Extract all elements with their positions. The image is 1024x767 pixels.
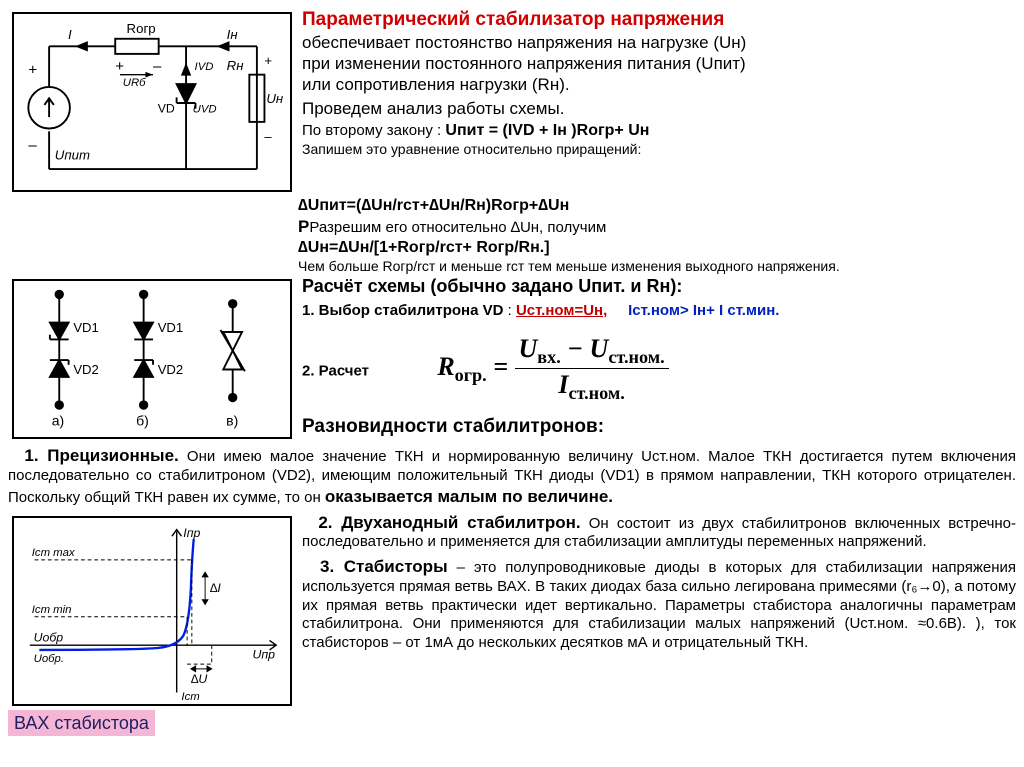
lbl-Un: Uн xyxy=(266,91,284,106)
lbl-I: I xyxy=(68,27,72,42)
lbl-In: Iн xyxy=(227,27,239,42)
lbl-vd2a: VD2 xyxy=(73,362,99,377)
f-num-bsub: ст.ном. xyxy=(608,347,664,367)
step1-b: Iст.ном> Iн+ I ст.мин. xyxy=(628,302,779,319)
step2: 2. Расчет xyxy=(302,362,369,379)
figure-bax: Iпр Iст max Iст min ∆I ∆U Uобр Uобр. Uпр… xyxy=(12,516,292,706)
eq1: Uпит = (IVD + Iн )Rогр+ Uн xyxy=(445,122,649,139)
lbl-vd1b: VD1 xyxy=(158,320,184,335)
circuit-svg: I Rогр Iн IVD Rн + – URб VD UVD Uн + – +… xyxy=(18,18,288,188)
variants-svg: VD1 VD2 VD1 VD2 а) б) в) xyxy=(18,285,288,435)
calc-hdr: Расчёт схемы (обычно задано Uпит. и Rн): xyxy=(302,275,1016,298)
g-Ist: Iст xyxy=(181,691,199,702)
figure-variants: VD1 VD2 VD1 VD2 а) б) в) xyxy=(12,279,292,439)
analysis-hdr: Проведем анализ работы схемы. xyxy=(302,98,1016,119)
lbl-minus3: – xyxy=(28,137,37,154)
f-den-asub: ст.ном. xyxy=(568,384,624,404)
intro-3: или сопротивления нагрузки (Rн). xyxy=(302,74,1016,95)
para-col: 2. Двуханодный стабилитрон. Он состоит и… xyxy=(296,512,1016,737)
var-hdr: Разновидности стабилитронов: xyxy=(302,415,1016,439)
eq-note: Запишем это уравнение относительно прира… xyxy=(302,141,1016,159)
lbl-plus1: + xyxy=(115,58,124,75)
lbl-minus2: – xyxy=(264,129,272,144)
conclusion: Чем больше Rогр/rст и меньше rст тем мен… xyxy=(298,258,1016,276)
g-Uobr: Uобр xyxy=(34,630,64,644)
calc-block: Расчёт схемы (обычно задано Uпит. и Rн):… xyxy=(296,275,1016,443)
lbl-Upit: Uпит xyxy=(55,148,90,163)
f-lhs: R xyxy=(437,352,454,381)
lbl-vd2b: VD2 xyxy=(158,362,184,377)
eq2: ∆Uпит=(∆Uн/rст+∆Uн/Rн)Rогр+∆Uн xyxy=(298,196,1016,216)
lbl-Rogr: Rогр xyxy=(127,21,156,36)
g-Ipr: Iпр xyxy=(183,526,200,540)
lbl-c: в) xyxy=(226,413,238,429)
f-num-a: U xyxy=(519,334,538,363)
g-dU: ∆U xyxy=(191,672,208,686)
g-Istmax: Iст max xyxy=(32,547,76,559)
graph-col: Iпр Iст max Iст min ∆I ∆U Uобр Uобр. Uпр… xyxy=(8,512,296,737)
law2-label: По второму закону : xyxy=(302,122,441,139)
p1-tail: оказывается малым по величине. xyxy=(325,487,613,506)
lbl-VD: VD xyxy=(158,101,175,115)
para-2: 2. Двуханодный стабилитрон. Он состоит и… xyxy=(302,512,1016,553)
intro-2: при изменении постоянного напряжения пит… xyxy=(302,53,1016,74)
lbl-Urb: URб xyxy=(123,77,146,89)
g-Uobrp: Uобр. xyxy=(34,653,64,665)
p1-lead: 1. Прецизионные. xyxy=(24,446,178,465)
figure-circuit: I Rогр Iн IVD Rн + – URб VD UVD Uн + – +… xyxy=(12,12,292,192)
f-num-asub: вх. xyxy=(537,347,560,367)
f-num-b: U xyxy=(590,334,609,363)
lbl-a: а) xyxy=(52,413,65,429)
g-dI: ∆I xyxy=(210,581,222,595)
row-bottom: Iпр Iст max Iст min ∆I ∆U Uобр Uобр. Uпр… xyxy=(8,512,1016,737)
row-top: I Rогр Iн IVD Rн + – URб VD UVD Uн + – +… xyxy=(8,8,1016,196)
p3-lead: 3. Стабисторы xyxy=(320,557,448,576)
lbl-Uvd: UVD xyxy=(193,103,217,115)
row-mid: VD1 VD2 VD1 VD2 а) б) в) Расчёт схемы (о… xyxy=(8,275,1016,443)
lbl-Rn: Rн xyxy=(227,58,245,73)
lbl-minus1: – xyxy=(153,58,162,75)
main-title: Параметрический стабилизатор напряжения xyxy=(302,9,724,30)
lbl-vd1a: VD1 xyxy=(73,320,99,335)
para-1: 1. Прецизионные. Они имею малое значение… xyxy=(8,445,1016,507)
step1-a: Uст.ном=Uн, xyxy=(516,302,607,319)
eq3: ∆Uн=∆Uн/[1+Rогр/rст+ Rогр/Rн.] xyxy=(298,238,1016,258)
solve-note: Разрешим его относительно ∆Uн, получим xyxy=(309,219,606,236)
bax-svg: Iпр Iст max Iст min ∆I ∆U Uобр Uобр. Uпр… xyxy=(18,522,288,702)
f-lhs-sub: огр. xyxy=(455,365,487,385)
intro-1: обеспечивает постоянство напряжения на н… xyxy=(302,32,1016,53)
p2-lead: 2. Двуханодный стабилитрон. xyxy=(318,513,580,532)
lbl-Ivd: IVD xyxy=(195,61,214,73)
g-Istmin: Iст min xyxy=(32,603,72,615)
para-3: 3. Стабисторы – это полупроводниковые ди… xyxy=(302,556,1016,653)
g-Upr: Uпр xyxy=(252,647,275,661)
f-den-a: I xyxy=(558,370,568,399)
intro-block: Параметрический стабилизатор напряжения … xyxy=(296,8,1016,196)
lbl-b: б) xyxy=(136,413,149,429)
lbl-plus3: + xyxy=(28,62,37,79)
lbl-plus2: + xyxy=(264,53,272,68)
step1-lead: 1. Выбор стабилитрона VD xyxy=(302,302,503,319)
bax-label: ВАХ стабистора xyxy=(8,710,155,737)
